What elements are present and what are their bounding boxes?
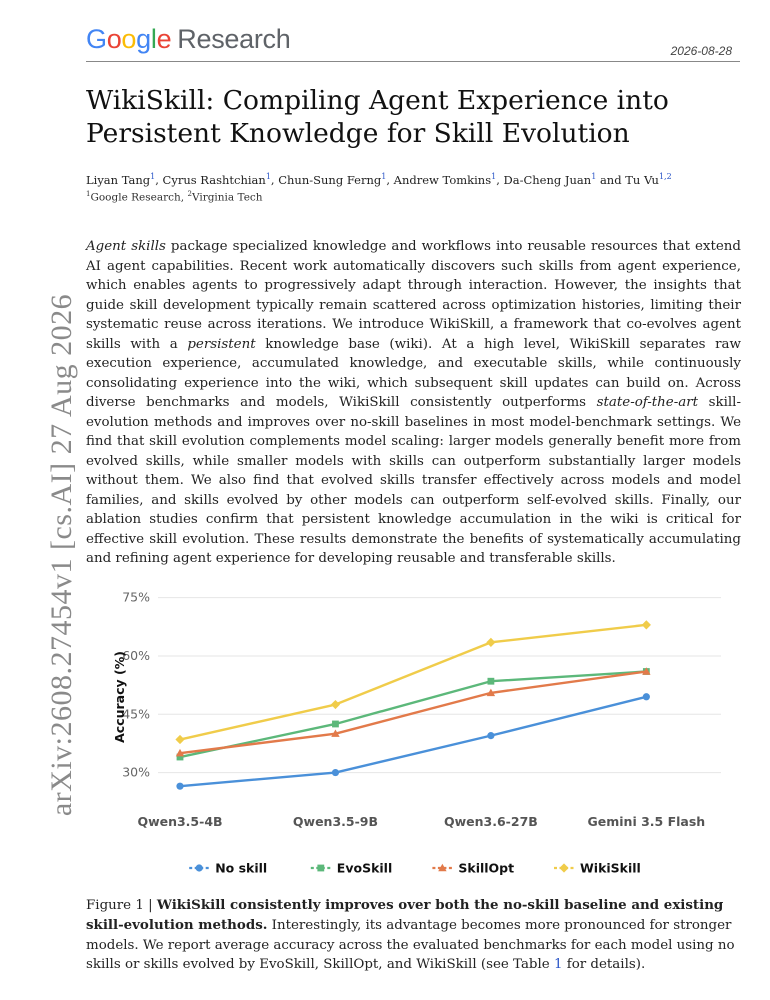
data-point-skillopt — [175, 748, 185, 757]
arxiv-identifier: arXiv:2608.27454v1 [cs.AI] 27 Aug 2026 — [45, 293, 78, 817]
legend-label-skillopt: SkillOpt — [458, 861, 514, 876]
legend-marker-skillopt — [438, 863, 447, 872]
series-line-no-skill — [179, 695, 647, 788]
data-point-skillopt — [486, 688, 496, 697]
data-point-wikiskill — [175, 734, 185, 745]
y-tick-label: 60% — [122, 648, 150, 663]
data-point-evoskill — [176, 753, 184, 761]
paper-title: WikiSkill: Compiling Agent Experience in… — [86, 85, 669, 149]
data-point-wikiskill — [330, 699, 341, 710]
figure-caption: Figure 1 | WikiSkill consistently improv… — [86, 897, 735, 973]
y-tick-label: 45% — [122, 706, 150, 721]
publication-date: 2026-08-28 — [670, 44, 732, 58]
legend-label-evoskill: EvoSkill — [337, 861, 392, 876]
affiliation-name: Virginia Tech — [191, 191, 263, 204]
abstract: Agent skills package specialized knowled… — [86, 239, 741, 566]
data-point-evoskill — [487, 677, 495, 685]
data-point-no-skill — [331, 768, 340, 777]
data-point-wikiskill — [641, 620, 651, 630]
x-tick-label: Qwen3.5-9B — [293, 814, 378, 829]
x-tick-label: Qwen3.6-27B — [444, 814, 538, 829]
y-axis-label: Accuracy (%) — [112, 651, 127, 743]
data-point-no-skill — [487, 732, 495, 740]
y-tick-label: 30% — [122, 765, 150, 780]
affiliations: 1Google Research, 2Virginia Tech — [86, 190, 263, 204]
author-name: Tu Vu — [625, 172, 659, 187]
accuracy-line-chart: 30% 45% 60% 75% Accuracy (%) Qwen3.5-4B Qwen3.… — [112, 590, 721, 876]
abstract-lead: Agent skills — [86, 239, 166, 254]
data-point-evoskill — [332, 720, 339, 728]
data-point-no-skill — [642, 693, 650, 701]
author-name: Da-Cheng Juan — [503, 172, 592, 187]
data-point-skillopt — [331, 729, 340, 737]
legend-marker-evoskill — [317, 864, 325, 872]
series-line-wikiskill — [179, 623, 647, 741]
author-name: Andrew Tomkins — [393, 172, 492, 187]
author-name: Cyrus Rashtchian — [162, 172, 266, 187]
series-line-skillopt — [179, 670, 647, 755]
x-tick-label: Gemini 3.5 Flash — [588, 814, 706, 829]
author-list: Liyan Tang1, Cyrus Rashtchian1, Chun-Sun… — [86, 172, 672, 187]
legend-marker-no-skill — [195, 864, 203, 872]
legend-label-wikiskill: WikiSkill — [580, 861, 641, 876]
table-reference-link[interactable]: 1 — [553, 957, 563, 973]
data-point-skillopt — [642, 667, 651, 675]
series-line-evoskill — [179, 670, 647, 759]
y-tick-label: 75% — [122, 590, 150, 605]
header-divider — [86, 61, 740, 62]
google-research-logo: Google Research — [86, 24, 291, 54]
legend-marker-wikiskill — [559, 863, 569, 873]
data-point-wikiskill — [486, 637, 496, 647]
data-point-no-skill — [176, 782, 184, 790]
x-tick-label: Qwen3.5-4B — [137, 814, 222, 829]
author-name: Liyan Tang — [86, 172, 151, 187]
legend-label-no-skill: No skill — [215, 861, 267, 876]
author-name: Chun-Sung Ferng — [278, 172, 382, 187]
affiliation-name: Google Research — [90, 191, 181, 204]
